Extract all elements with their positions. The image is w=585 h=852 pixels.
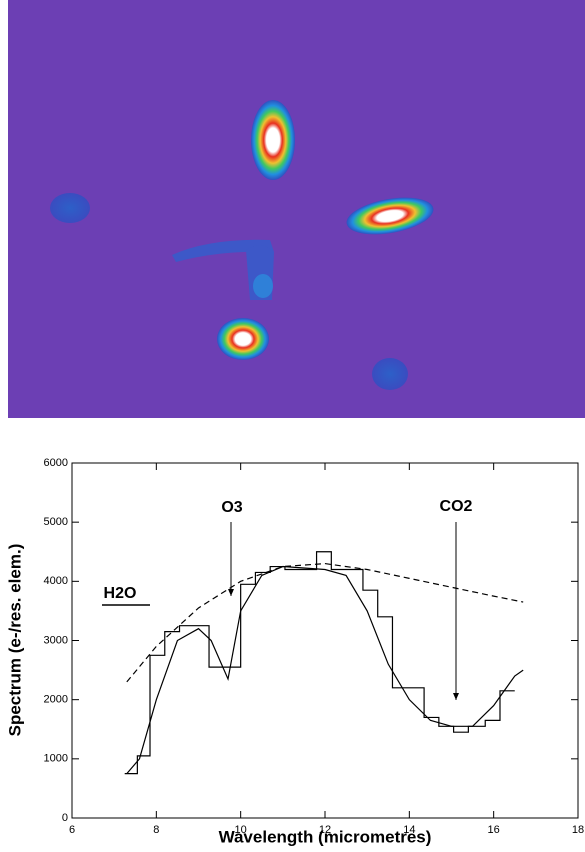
detector-image <box>8 0 585 418</box>
dashed-line <box>126 562 524 683</box>
annotation: CO2 <box>440 498 473 515</box>
y-tick-label: 0 <box>62 812 68 824</box>
y-tick-label: 2000 <box>44 694 68 706</box>
x-axis-label: Wavelength (micrometres) <box>219 827 432 846</box>
x-tick-label: 6 <box>69 824 75 836</box>
annotation: H2O <box>104 585 137 602</box>
arrow-head <box>228 589 234 596</box>
x-tick-label: 14 <box>403 824 415 836</box>
y-tick-label: 3000 <box>44 634 68 646</box>
solid-line <box>126 565 524 775</box>
y-tick-label: 4000 <box>44 575 68 587</box>
annotation: O3 <box>221 499 242 516</box>
plot-frame <box>71 462 579 819</box>
y-tick-label: 1000 <box>44 753 68 765</box>
x-tick-label: 10 <box>235 824 247 836</box>
y-axis-label: Spectrum (e-/res. elem.) <box>5 544 24 737</box>
x-tick-label: 16 <box>488 824 500 836</box>
step-line <box>124 551 515 775</box>
y-tick-label: 5000 <box>44 516 68 528</box>
x-tick-label: 18 <box>572 824 584 836</box>
x-tick-label: 8 <box>153 824 159 836</box>
x-tick-label: 12 <box>319 824 331 836</box>
arrow-head <box>453 693 459 700</box>
y-tick-label: 6000 <box>44 457 68 469</box>
